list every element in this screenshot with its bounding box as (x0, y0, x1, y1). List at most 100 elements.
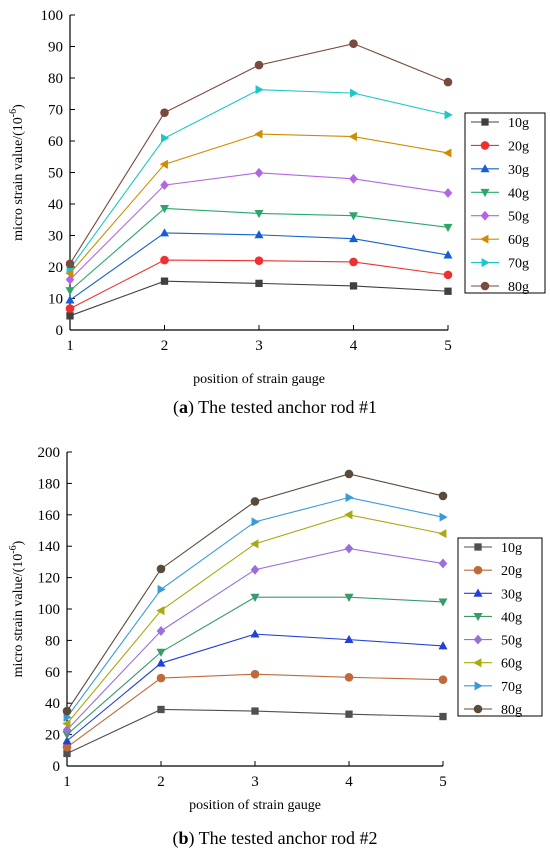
caption-b: (b) The tested anchor rod #2 (172, 828, 378, 848)
data-point (65, 268, 74, 278)
data-point (66, 312, 74, 320)
series-50g (65, 167, 453, 285)
series-50g (62, 543, 448, 735)
x-axis-title: position of strain gauge (189, 798, 321, 813)
data-point (250, 629, 260, 638)
series-20g (65, 255, 453, 313)
legend-label: 80g (508, 280, 529, 295)
data-point (161, 133, 170, 143)
data-point (156, 564, 166, 574)
legend-marker (473, 588, 483, 597)
series-30g (62, 629, 448, 745)
y-tick-label: 60 (48, 134, 63, 150)
data-point (344, 469, 354, 479)
data-point (348, 212, 359, 221)
legend-item: 80g (471, 280, 529, 295)
data-point (63, 749, 71, 758)
legend: 10g 20g 30g 40g 50g 60g 70g 80g (457, 537, 543, 718)
data-point (62, 719, 71, 729)
legend-label: 10g (501, 541, 522, 556)
y-tick-label: 100 (41, 8, 64, 24)
data-point (443, 148, 452, 158)
y-tick-label: 0 (53, 759, 61, 775)
data-point (345, 493, 354, 503)
legend-label: 40g (501, 610, 522, 625)
series-80g (62, 469, 448, 716)
chart-panel-b: 0 20 40 60 80 100 120 140 160 180 200 1 2 3 4 5 position… (0, 431, 550, 862)
legend-item: 70g (464, 680, 522, 695)
axes: 0 10 20 30 40 50 60 70 80 90 100 1 2 3 4 5 (41, 8, 452, 354)
data-point (160, 277, 169, 285)
data-point (348, 233, 359, 243)
legend-label: 20g (508, 139, 529, 154)
legend-item: 60g (464, 657, 522, 672)
data-point (160, 108, 169, 117)
legend-item: 30g (464, 587, 522, 602)
axes: 0 20 40 60 80 100 120 140 160 180 200 1 2 3 4 5 (38, 445, 447, 790)
legend-box (457, 537, 543, 717)
legend-marker (480, 210, 490, 221)
series-10g (66, 277, 452, 320)
data-point (156, 673, 166, 683)
legend-marker (473, 612, 483, 622)
series-70g (63, 493, 448, 722)
y-tick-label: 60 (45, 665, 60, 681)
series-line (69, 133, 449, 274)
y-tick-label: 30 (48, 229, 63, 245)
data-point (160, 180, 169, 191)
data-point (255, 85, 264, 95)
legend-label: 20g (501, 564, 522, 579)
series-line (66, 708, 444, 754)
data-point (251, 707, 259, 715)
legend-item: 50g (471, 210, 529, 225)
legend-label: 70g (508, 257, 529, 272)
y-tick-label: 80 (48, 71, 63, 87)
data-point (438, 598, 448, 607)
legend-marker (480, 188, 490, 198)
y-axis-title: micro strain value/(10-6) (8, 104, 26, 241)
series-40g (62, 593, 448, 740)
data-point (62, 736, 72, 745)
series-70g (66, 85, 453, 274)
data-point (438, 491, 448, 501)
data-point (156, 606, 165, 616)
data-point (349, 282, 358, 290)
series-60g (65, 129, 452, 278)
y-tick-label: 140 (38, 539, 61, 555)
data-point (438, 675, 448, 684)
line-chart-a: 0 10 20 30 40 50 60 70 80 90 100 1 2 3 4 5 position of s… (8, 8, 546, 387)
line-chart-b: 0 20 40 60 80 100 120 140 160 180 200 1 2 3 4 5 position… (8, 445, 543, 813)
data-point (443, 250, 453, 259)
legend-marker (473, 565, 483, 575)
y-tick-label: 200 (38, 445, 61, 461)
data-point (439, 512, 448, 522)
x-tick-label: 1 (63, 774, 71, 790)
data-point (349, 257, 358, 267)
legend-item: 40g (471, 186, 529, 201)
data-point (62, 731, 72, 740)
data-point (254, 230, 264, 239)
x-tick-label: 4 (345, 774, 353, 790)
data-point (443, 270, 453, 280)
data-point (443, 77, 453, 87)
legend-marker (473, 704, 483, 714)
data-point (254, 60, 264, 70)
y-tick-label: 0 (56, 323, 64, 339)
data-point (444, 110, 453, 120)
y-tick-label: 120 (38, 571, 61, 587)
data-point (350, 88, 359, 98)
data-point (251, 517, 260, 527)
legend-marker (480, 234, 489, 244)
data-point (159, 228, 170, 237)
data-point (344, 672, 354, 682)
y-tick-label: 20 (48, 260, 63, 276)
series-line (66, 547, 444, 731)
caption-b-letter: b (178, 828, 189, 848)
legend-marker (474, 681, 483, 691)
legend-item: 10g (464, 541, 522, 556)
legend-marker (481, 258, 490, 268)
legend-label: 40g (508, 186, 529, 201)
x-tick-label: 2 (157, 774, 165, 790)
y-tick-label: 70 (48, 103, 63, 119)
legend-item: 60g (471, 233, 529, 248)
